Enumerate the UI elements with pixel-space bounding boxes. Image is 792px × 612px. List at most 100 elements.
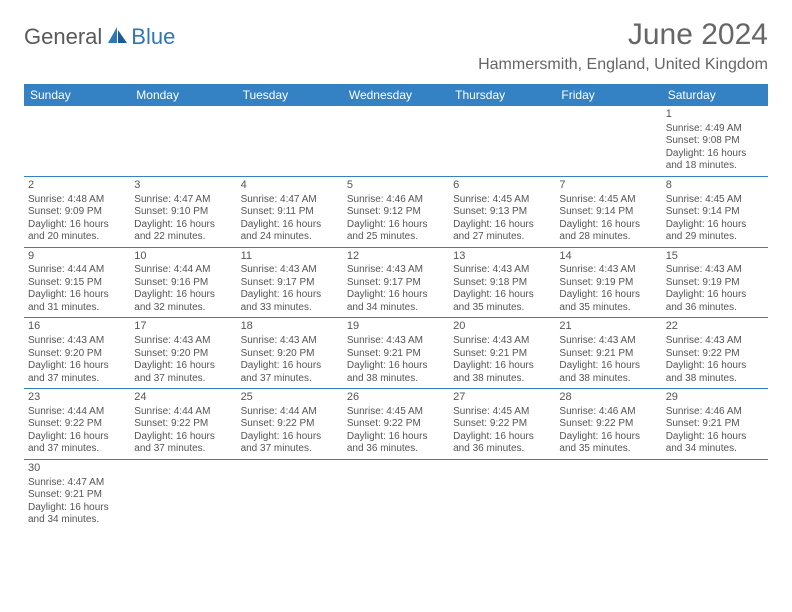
calendar-empty-cell — [130, 106, 236, 176]
calendar-day-cell: 9Sunrise: 4:44 AMSunset: 9:15 PMDaylight… — [24, 247, 130, 318]
sunset-line: Sunset: 9:12 PM — [347, 206, 445, 219]
sunrise-line: Sunrise: 4:46 AM — [559, 406, 657, 419]
calendar-day-cell: 5Sunrise: 4:46 AMSunset: 9:12 PMDaylight… — [343, 176, 449, 247]
calendar-day-cell: 2Sunrise: 4:48 AMSunset: 9:09 PMDaylight… — [24, 176, 130, 247]
sunset-line: Sunset: 9:21 PM — [347, 348, 445, 361]
day-number: 25 — [241, 391, 339, 405]
day-number: 18 — [241, 320, 339, 334]
calendar-day-cell: 21Sunrise: 4:43 AMSunset: 9:21 PMDayligh… — [555, 318, 661, 389]
title-block: June 2024 Hammersmith, England, United K… — [478, 18, 768, 74]
calendar-day-cell: 3Sunrise: 4:47 AMSunset: 9:10 PMDaylight… — [130, 176, 236, 247]
weekday-header: Sunday — [24, 84, 130, 106]
calendar-day-cell: 30Sunrise: 4:47 AMSunset: 9:21 PMDayligh… — [24, 459, 130, 529]
sunset-line: Sunset: 9:18 PM — [453, 277, 551, 290]
daylight-line: Daylight: 16 hours and 35 minutes. — [559, 289, 657, 314]
calendar-day-cell: 4Sunrise: 4:47 AMSunset: 9:11 PMDaylight… — [237, 176, 343, 247]
sunrise-line: Sunrise: 4:43 AM — [347, 264, 445, 277]
calendar-day-cell: 15Sunrise: 4:43 AMSunset: 9:19 PMDayligh… — [662, 247, 768, 318]
sunrise-line: Sunrise: 4:47 AM — [134, 194, 232, 207]
sunrise-line: Sunrise: 4:43 AM — [666, 335, 764, 348]
sunset-line: Sunset: 9:13 PM — [453, 206, 551, 219]
daylight-line: Daylight: 16 hours and 22 minutes. — [134, 219, 232, 244]
day-number: 5 — [347, 179, 445, 193]
sunrise-line: Sunrise: 4:45 AM — [666, 194, 764, 207]
sunset-line: Sunset: 9:21 PM — [559, 348, 657, 361]
sunset-line: Sunset: 9:19 PM — [559, 277, 657, 290]
logo: General Blue — [24, 24, 175, 50]
sunrise-line: Sunrise: 4:43 AM — [134, 335, 232, 348]
sunset-line: Sunset: 9:11 PM — [241, 206, 339, 219]
day-number: 28 — [559, 391, 657, 405]
daylight-line: Daylight: 16 hours and 36 minutes. — [453, 431, 551, 456]
sunrise-line: Sunrise: 4:43 AM — [453, 264, 551, 277]
calendar-empty-cell — [555, 459, 661, 529]
calendar-week-row: 1Sunrise: 4:49 AMSunset: 9:08 PMDaylight… — [24, 106, 768, 176]
weekday-header: Wednesday — [343, 84, 449, 106]
sunrise-line: Sunrise: 4:43 AM — [28, 335, 126, 348]
sunset-line: Sunset: 9:20 PM — [134, 348, 232, 361]
day-number: 29 — [666, 391, 764, 405]
day-number: 7 — [559, 179, 657, 193]
sunset-line: Sunset: 9:10 PM — [134, 206, 232, 219]
sunset-line: Sunset: 9:14 PM — [666, 206, 764, 219]
daylight-line: Daylight: 16 hours and 37 minutes. — [241, 431, 339, 456]
sunrise-line: Sunrise: 4:49 AM — [666, 123, 764, 136]
calendar-day-cell: 13Sunrise: 4:43 AMSunset: 9:18 PMDayligh… — [449, 247, 555, 318]
calendar-week-row: 9Sunrise: 4:44 AMSunset: 9:15 PMDaylight… — [24, 247, 768, 318]
sunset-line: Sunset: 9:17 PM — [241, 277, 339, 290]
daylight-line: Daylight: 16 hours and 38 minutes. — [666, 360, 764, 385]
sunset-line: Sunset: 9:21 PM — [666, 418, 764, 431]
sunset-line: Sunset: 9:15 PM — [28, 277, 126, 290]
sunset-line: Sunset: 9:09 PM — [28, 206, 126, 219]
calendar-day-cell: 19Sunrise: 4:43 AMSunset: 9:21 PMDayligh… — [343, 318, 449, 389]
sunrise-line: Sunrise: 4:44 AM — [134, 264, 232, 277]
calendar-day-cell: 10Sunrise: 4:44 AMSunset: 9:16 PMDayligh… — [130, 247, 236, 318]
weekday-header: Tuesday — [237, 84, 343, 106]
daylight-line: Daylight: 16 hours and 28 minutes. — [559, 219, 657, 244]
calendar-day-cell: 26Sunrise: 4:45 AMSunset: 9:22 PMDayligh… — [343, 389, 449, 460]
calendar-day-cell: 16Sunrise: 4:43 AMSunset: 9:20 PMDayligh… — [24, 318, 130, 389]
sunset-line: Sunset: 9:14 PM — [559, 206, 657, 219]
month-title: June 2024 — [478, 18, 768, 52]
location-subtitle: Hammersmith, England, United Kingdom — [478, 56, 768, 74]
calendar-week-row: 23Sunrise: 4:44 AMSunset: 9:22 PMDayligh… — [24, 389, 768, 460]
sunrise-line: Sunrise: 4:46 AM — [666, 406, 764, 419]
sunset-line: Sunset: 9:08 PM — [666, 135, 764, 148]
day-number: 16 — [28, 320, 126, 334]
sunrise-line: Sunrise: 4:44 AM — [28, 264, 126, 277]
calendar-day-cell: 22Sunrise: 4:43 AMSunset: 9:22 PMDayligh… — [662, 318, 768, 389]
daylight-line: Daylight: 16 hours and 35 minutes. — [453, 289, 551, 314]
sunset-line: Sunset: 9:16 PM — [134, 277, 232, 290]
calendar-day-cell: 17Sunrise: 4:43 AMSunset: 9:20 PMDayligh… — [130, 318, 236, 389]
daylight-line: Daylight: 16 hours and 35 minutes. — [559, 431, 657, 456]
weekday-header: Friday — [555, 84, 661, 106]
calendar-empty-cell — [237, 106, 343, 176]
daylight-line: Daylight: 16 hours and 24 minutes. — [241, 219, 339, 244]
day-number: 15 — [666, 250, 764, 264]
calendar-day-cell: 23Sunrise: 4:44 AMSunset: 9:22 PMDayligh… — [24, 389, 130, 460]
daylight-line: Daylight: 16 hours and 38 minutes. — [453, 360, 551, 385]
daylight-line: Daylight: 16 hours and 38 minutes. — [347, 360, 445, 385]
calendar-empty-cell — [449, 459, 555, 529]
day-number: 20 — [453, 320, 551, 334]
sunrise-line: Sunrise: 4:44 AM — [134, 406, 232, 419]
day-number: 3 — [134, 179, 232, 193]
calendar-day-cell: 12Sunrise: 4:43 AMSunset: 9:17 PMDayligh… — [343, 247, 449, 318]
calendar-day-cell: 29Sunrise: 4:46 AMSunset: 9:21 PMDayligh… — [662, 389, 768, 460]
sunset-line: Sunset: 9:19 PM — [666, 277, 764, 290]
day-number: 13 — [453, 250, 551, 264]
calendar-empty-cell — [237, 459, 343, 529]
sunset-line: Sunset: 9:17 PM — [347, 277, 445, 290]
day-number: 10 — [134, 250, 232, 264]
sunrise-line: Sunrise: 4:47 AM — [28, 477, 126, 490]
logo-text-blue: Blue — [131, 24, 175, 50]
sunrise-line: Sunrise: 4:43 AM — [559, 335, 657, 348]
logo-sail-icon — [107, 25, 129, 50]
weekday-header: Thursday — [449, 84, 555, 106]
day-number: 14 — [559, 250, 657, 264]
daylight-line: Daylight: 16 hours and 37 minutes. — [28, 360, 126, 385]
sunset-line: Sunset: 9:22 PM — [347, 418, 445, 431]
day-number: 2 — [28, 179, 126, 193]
day-number: 19 — [347, 320, 445, 334]
sunrise-line: Sunrise: 4:43 AM — [241, 335, 339, 348]
